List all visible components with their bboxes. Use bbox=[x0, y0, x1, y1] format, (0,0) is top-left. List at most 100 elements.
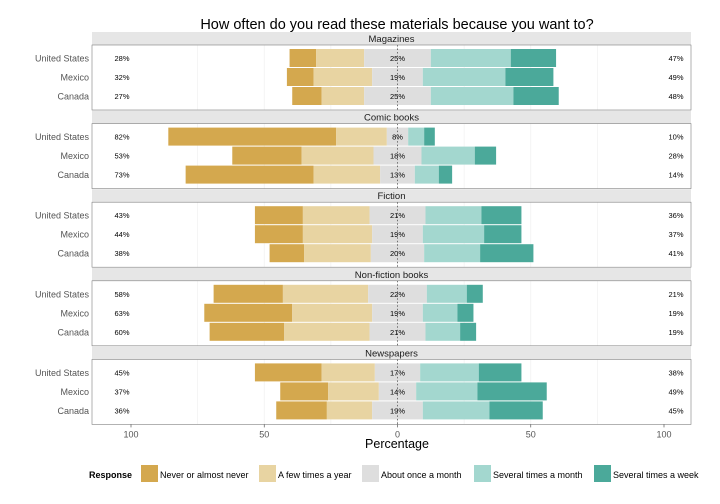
center-percent-label: 13% bbox=[390, 171, 405, 180]
row-label: Mexico bbox=[60, 151, 89, 161]
bar-segment bbox=[289, 49, 317, 67]
right-percent-label: 37% bbox=[668, 230, 683, 239]
bar-segment bbox=[374, 363, 421, 382]
bar-segment bbox=[489, 401, 543, 420]
bar-segment bbox=[316, 49, 365, 67]
panel-non-fiction-books: Non-fiction books United States 58% 22% 21% M… bbox=[35, 267, 692, 347]
left-percent-label: 38% bbox=[114, 249, 129, 258]
bar-segment bbox=[209, 322, 285, 341]
row-label: Canada bbox=[57, 170, 89, 180]
bar-segment bbox=[364, 87, 431, 105]
center-percent-label: 20% bbox=[390, 249, 405, 258]
panel-title: Comic books bbox=[364, 113, 419, 124]
legend-label: Never or almost never bbox=[160, 470, 249, 480]
panel-magazines: Magazines United States 28% 25% 47% Mexico 32%… bbox=[35, 32, 692, 111]
bar-segment bbox=[513, 87, 559, 105]
x-axis-title: Percentage bbox=[365, 437, 429, 451]
bar-segment bbox=[254, 206, 303, 225]
left-percent-label: 63% bbox=[114, 309, 129, 318]
row-label: United States bbox=[35, 132, 90, 142]
x-axis: 100 50 0 50 100 bbox=[123, 424, 672, 439]
bar-segment bbox=[254, 363, 322, 382]
bar-segment bbox=[421, 146, 475, 165]
bar-segment bbox=[302, 225, 373, 244]
panel-border bbox=[91, 359, 692, 425]
right-percent-label: 21% bbox=[668, 290, 683, 299]
panel-newspapers: Newspapers United States 45% 17% 38% Mexico 37… bbox=[35, 346, 692, 425]
left-percent-label: 27% bbox=[114, 92, 129, 101]
right-percent-label: 38% bbox=[668, 368, 683, 377]
x-tick-label: 50 bbox=[526, 429, 536, 439]
center-percent-label: 25% bbox=[390, 92, 405, 101]
bar-segment bbox=[380, 165, 415, 184]
row-label: Canada bbox=[57, 327, 89, 337]
bar-segment bbox=[204, 303, 293, 322]
center-percent-label: 21% bbox=[390, 211, 405, 220]
legend-label: Several times a month bbox=[493, 470, 583, 480]
right-percent-label: 49% bbox=[668, 73, 683, 82]
legend-label: Several times a week bbox=[613, 470, 699, 480]
bar-segment bbox=[313, 165, 381, 184]
bar-segment bbox=[505, 68, 554, 86]
bar-segment bbox=[466, 284, 483, 303]
right-percent-label: 28% bbox=[668, 152, 683, 161]
panel-title: Non-fiction books bbox=[355, 270, 429, 281]
bar-segment bbox=[424, 127, 435, 146]
legend-swatch bbox=[474, 465, 491, 482]
bar-segment bbox=[477, 382, 547, 401]
chart-title: How often do you read these materials be… bbox=[200, 17, 593, 33]
bar-segment bbox=[484, 225, 522, 244]
left-percent-label: 58% bbox=[114, 290, 129, 299]
row-label: Mexico bbox=[60, 73, 89, 83]
bar-segment bbox=[276, 401, 327, 420]
bar-segment bbox=[369, 322, 426, 341]
left-percent-label: 73% bbox=[114, 171, 129, 180]
bar-segment bbox=[424, 244, 481, 263]
left-percent-label: 53% bbox=[114, 152, 129, 161]
center-percent-label: 19% bbox=[390, 406, 405, 415]
x-tick-label: 50 bbox=[259, 429, 269, 439]
right-percent-label: 48% bbox=[668, 92, 683, 101]
row-label: United States bbox=[35, 368, 90, 378]
bar-segment bbox=[368, 284, 427, 303]
bar-segment bbox=[269, 244, 305, 263]
legend-swatch bbox=[362, 465, 379, 482]
panel-strip bbox=[92, 32, 691, 45]
bar-segment bbox=[422, 68, 506, 86]
bar-segment bbox=[510, 49, 557, 67]
bar-segment bbox=[168, 127, 337, 146]
row-label: United States bbox=[35, 211, 90, 221]
bar-segment bbox=[457, 303, 474, 322]
center-percent-label: 21% bbox=[390, 328, 405, 337]
bar-segment bbox=[422, 303, 458, 322]
left-percent-label: 44% bbox=[114, 230, 129, 239]
bar-segment bbox=[425, 322, 461, 341]
legend-swatch bbox=[594, 465, 611, 482]
center-percent-label: 8% bbox=[392, 133, 403, 142]
row-label: Canada bbox=[57, 249, 89, 259]
bar-segment bbox=[326, 401, 373, 420]
bar-segment bbox=[425, 206, 482, 225]
chart-panels: Magazines United States 28% 25% 47% Mexico 32%… bbox=[35, 32, 692, 425]
bar-segment bbox=[386, 127, 409, 146]
x-tick-label: 100 bbox=[123, 429, 138, 439]
bar-segment bbox=[414, 165, 439, 184]
bar-segment bbox=[292, 303, 373, 322]
bar-segment bbox=[370, 244, 425, 263]
bar-segment bbox=[416, 382, 478, 401]
bar-segment bbox=[302, 206, 370, 225]
row-label: United States bbox=[35, 54, 90, 64]
panel-border bbox=[91, 201, 692, 268]
row-label: Mexico bbox=[60, 230, 89, 240]
left-percent-label: 36% bbox=[114, 406, 129, 415]
left-percent-label: 45% bbox=[114, 368, 129, 377]
bar-segment bbox=[286, 68, 314, 86]
center-percent-label: 22% bbox=[390, 290, 405, 299]
row-label: Mexico bbox=[60, 387, 89, 397]
legend-title: Response bbox=[89, 470, 132, 480]
bar-segment bbox=[474, 146, 497, 165]
bar-segment bbox=[422, 225, 485, 244]
legend-swatch bbox=[141, 465, 158, 482]
panel-comic-books: Comic books United States 82% 8% 10% Mexico 53… bbox=[35, 110, 692, 189]
panel-border bbox=[91, 44, 692, 111]
